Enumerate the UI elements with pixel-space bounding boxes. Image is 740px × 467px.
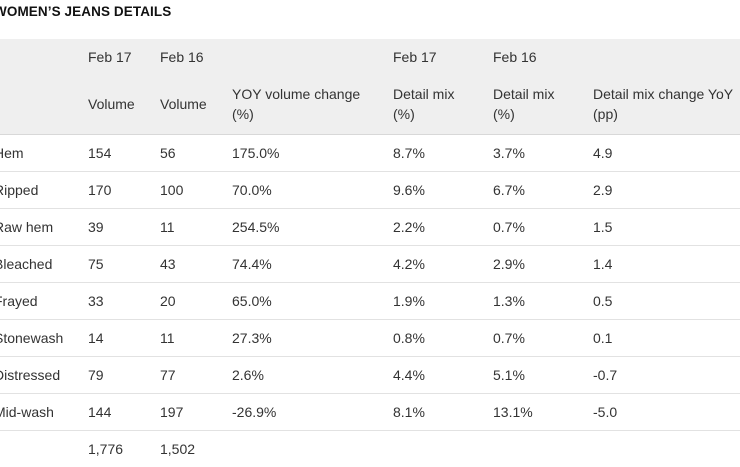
table-cell: -0.7 (593, 367, 618, 383)
table-cell: 75 (88, 256, 104, 272)
table-cell: 56 (160, 145, 176, 161)
table-cell: 154 (88, 145, 112, 161)
table-row: Bleached 75 43 74.4% 4.2% 2.9% 1.4 (0, 246, 740, 283)
table-row: Distressed 79 77 2.6% 4.4% 5.1% -0.7 (0, 357, 740, 394)
table-cell: 0.1 (593, 330, 613, 346)
table-cell: 170 (88, 182, 112, 198)
header-volume-feb17: Volume (88, 96, 135, 112)
row-label: Mid-wash (0, 404, 54, 420)
total-cell-feb16: 1,502 (160, 441, 196, 457)
table-cell: 14 (88, 330, 104, 346)
table-cell: 254.5% (232, 219, 280, 235)
jeans-details-table: Feb 17 Feb 16 Feb 17 Feb 16 Volume Volum… (0, 39, 740, 467)
table-row: Hem 154 56 175.0% 8.7% 3.7% 4.9 (0, 135, 740, 172)
table-total-row: 1,776 1,502 (0, 431, 740, 467)
row-label: Raw hem (0, 219, 54, 235)
table-cell: 1.3% (493, 293, 525, 309)
table-cell: 5.1% (493, 367, 525, 383)
table-cell: 2.9 (593, 182, 613, 198)
header-period-feb17-mix: Feb 17 (393, 49, 437, 65)
table-cell: 8.7% (393, 145, 425, 161)
table-header: Feb 17 Feb 16 Feb 17 Feb 16 Volume Volum… (0, 39, 740, 135)
row-label: Stonewash (0, 330, 64, 346)
table-cell: 39 (88, 219, 104, 235)
table-cell: 197 (160, 404, 184, 420)
row-label: Ripped (0, 182, 39, 198)
table-cell: 1.9% (393, 293, 425, 309)
header-period-feb17-volume: Feb 17 (88, 49, 132, 65)
table-body: Hem 154 56 175.0% 8.7% 3.7% 4.9 Ripped 170 100 70.… (0, 135, 740, 431)
table-cell: 2.9% (493, 256, 525, 272)
table-cell: 8.1% (393, 404, 425, 420)
table-cell: 4.9 (593, 145, 613, 161)
table-cell: 74.4% (232, 256, 272, 272)
table-cell: 11 (160, 330, 175, 346)
header-detail-mix-change: Detail mix change YoY (pp) (593, 86, 734, 122)
table-cell: 6.7% (493, 182, 525, 198)
header-yoy-volume-change: YOY volume change (%) (232, 86, 361, 122)
row-label: Hem (0, 145, 24, 161)
table-cell: 20 (160, 293, 176, 309)
table-cell: 70.0% (232, 182, 272, 198)
table-cell: 0.8% (393, 330, 425, 346)
row-label: Bleached (0, 256, 53, 272)
table-row: Frayed 33 20 65.0% 1.9% 1.3% 0.5 (0, 283, 740, 320)
table-cell: 2.6% (232, 367, 264, 383)
table-cell: 175.0% (232, 145, 280, 161)
table-cell: 3.7% (493, 145, 525, 161)
total-cell-feb17: 1,776 (88, 441, 124, 457)
table-cell: 144 (88, 404, 112, 420)
header-detail-mix-feb17: Detail mix (%) (393, 86, 455, 122)
table-cell: 4.2% (393, 256, 425, 272)
table-cell: 1.5 (593, 219, 613, 235)
header-period-feb16-mix: Feb 16 (493, 49, 537, 65)
table-cell: 0.5 (593, 293, 613, 309)
table-cell: 43 (160, 256, 176, 272)
table-cell: -5.0 (593, 404, 618, 420)
table-cell: 4.4% (393, 367, 425, 383)
table-row: Ripped 170 100 70.0% 9.6% 6.7% 2.9 (0, 172, 740, 209)
row-label: Frayed (0, 293, 38, 309)
table-cell: 2.2% (393, 219, 425, 235)
table-cell: 77 (160, 367, 176, 383)
row-label: Distressed (0, 367, 61, 383)
table-row: Mid-wash 144 197 -26.9% 8.1% 13.1% -5.0 (0, 394, 740, 431)
table-cell: 33 (88, 293, 104, 309)
table-cell: 0.7% (493, 219, 525, 235)
header-period-feb16-volume: Feb 16 (160, 49, 204, 65)
table-cell: 0.7% (493, 330, 525, 346)
table-cell: 11 (160, 219, 175, 235)
table-cell: 79 (88, 367, 104, 383)
table-cell: 13.1% (493, 404, 533, 420)
header-volume-feb16: Volume (160, 96, 207, 112)
table-cell: 100 (160, 182, 184, 198)
table-title: WOMEN’S JEANS DETAILS (0, 4, 172, 19)
table-cell: 65.0% (232, 293, 272, 309)
header-detail-mix-feb16: Detail mix (%) (493, 86, 555, 122)
table-cell: 1.4 (593, 256, 613, 272)
table-row: Raw hem 39 11 254.5% 2.2% 0.7% 1.5 (0, 209, 740, 246)
table-row: Stonewash 14 11 27.3% 0.8% 0.7% 0.1 (0, 320, 740, 357)
table-cell: 9.6% (393, 182, 425, 198)
table-cell: -26.9% (232, 404, 277, 420)
table-cell: 27.3% (232, 330, 272, 346)
